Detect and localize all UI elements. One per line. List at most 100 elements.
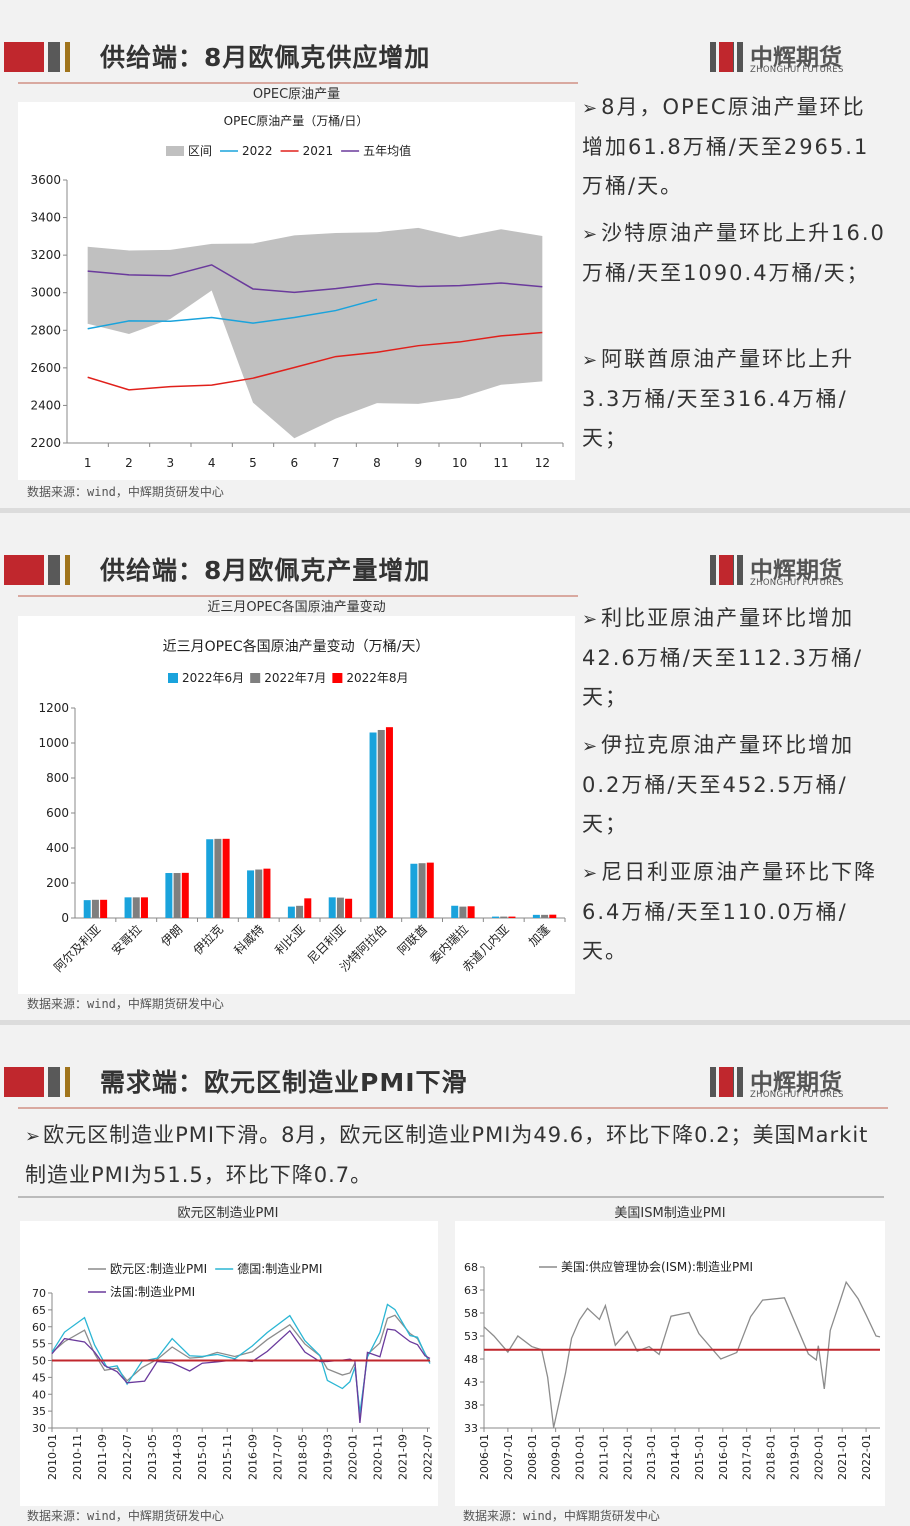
bar-安哥拉-2022年6月 — [124, 897, 132, 918]
logo-cn: 中辉期货 — [750, 1070, 842, 1096]
x-tick-label: 2 — [125, 456, 133, 470]
header-divider — [18, 1107, 888, 1109]
bullet-3: ➢尼日利亚原油产量环比下降6.4万桶/天至110.0万桶/天。 — [582, 853, 887, 971]
x-tick-label: 安哥拉 — [108, 922, 144, 958]
brand-logo: 中辉期货 ZHONGHUI FUTURES — [710, 1065, 870, 1101]
logo-icon — [710, 42, 744, 72]
x-tick-label: 2018-05 — [296, 1434, 309, 1480]
y-tick-label: 40 — [32, 1388, 46, 1401]
slide-title: 供给端：8月欧佩克供应增加 — [100, 43, 431, 72]
y-tick-label: 2400 — [30, 398, 61, 412]
bar-伊拉克-2022年8月 — [222, 838, 230, 918]
x-tick-label: 阿联酋 — [394, 922, 430, 958]
y-tick-label: 2600 — [30, 361, 61, 375]
y-tick-label: 1200 — [38, 701, 69, 715]
y-tick-label: 1000 — [38, 736, 69, 750]
legend-label: 法国:制造业PMI — [110, 1285, 195, 1299]
bar-科威特-2022年8月 — [263, 868, 271, 918]
series-line-美国:供应管理协会(ISM):制造业PMI — [483, 1280, 881, 1428]
bar-沙特阿拉伯-2022年7月 — [377, 729, 385, 918]
logo-cn: 中辉期货 — [750, 45, 842, 71]
y-tick-label: 50 — [32, 1355, 46, 1368]
y-tick-label: 45 — [32, 1371, 46, 1384]
bar-阿联酋-2022年8月 — [426, 862, 434, 918]
y-tick-label: 53 — [464, 1330, 478, 1343]
y-tick-label: 55 — [32, 1338, 46, 1351]
x-tick-label: 8 — [373, 456, 381, 470]
bar-沙特阿拉伯-2022年8月 — [385, 727, 393, 918]
series-line-五年均值 — [87, 264, 543, 294]
logo-cn: 中辉期货 — [750, 558, 842, 584]
bar-利比亚-2022年7月 — [296, 905, 304, 918]
y-tick-label: 3200 — [30, 248, 61, 262]
bar-阿联酋-2022年7月 — [418, 863, 426, 918]
y-tick-label: 38 — [464, 1399, 478, 1412]
x-tick-label: 2013-05 — [146, 1434, 159, 1480]
chart-area: 33 38 43 48 53 58 63 68 2006-01 2007-01 2008-01 200… — [455, 1221, 885, 1506]
x-tick-label: 2015-01 — [693, 1434, 706, 1480]
legend-label: 五年均值 — [363, 143, 411, 158]
bullet-1: ➢利比亚原油产量环比增加42.6万桶/天至112.3万桶/天； — [582, 599, 887, 717]
x-tick-label: 利比亚 — [272, 922, 307, 957]
range-band — [87, 227, 543, 439]
x-tick-label: 2019-01 — [788, 1434, 801, 1480]
series-line-法国:制造业PMI — [51, 1328, 431, 1424]
opec-country-bar-chart: 近三月OPEC各国原油产量变动（万桶/天） 0 200 400 600 800 1000 12… — [38, 639, 566, 975]
bar-阿联酋-2022年6月 — [410, 863, 418, 918]
x-tick-label: 2007-01 — [502, 1434, 515, 1480]
data-source: 数据来源：wind，中辉期货研发中心 — [27, 997, 224, 1011]
bullet-text: 利比亚原油产量环比增加42.6万桶/天至112.3万桶/天； — [582, 606, 864, 709]
x-tick-label: 2014-03 — [171, 1434, 184, 1480]
series-line-2021 — [87, 331, 543, 391]
opec-production-chart: OPEC原油产量（万桶/日）22002400260028003000320034… — [30, 113, 564, 470]
y-tick-label: 2800 — [30, 323, 61, 337]
series-line-欧元区:制造业PMI — [51, 1314, 431, 1417]
arrow-bullet-icon: ➢ — [582, 609, 600, 630]
x-tick-label: 5 — [249, 456, 257, 470]
x-tick-label: 2019-03 — [321, 1434, 334, 1480]
x-tick-label: 2021-09 — [396, 1434, 409, 1480]
legend-label: 2022年8月 — [346, 671, 408, 685]
x-tick-label: 9 — [415, 456, 423, 470]
x-tick-label: 2011-09 — [96, 1434, 109, 1480]
y-tick-label: 33 — [464, 1422, 478, 1435]
x-tick-label: 2009-01 — [550, 1434, 563, 1480]
bar-科威特-2022年6月 — [247, 870, 255, 918]
y-tick-label: 63 — [464, 1284, 478, 1297]
legend-label: 2021 — [303, 144, 334, 158]
chart-caption: OPEC原油产量 — [252, 87, 341, 102]
chart-area: 近三月OPEC各国原油产量变动（万桶/天） 0 200 400 600 800 1000 12… — [18, 616, 575, 994]
bar-科威特-2022年7月 — [255, 869, 263, 918]
chart-title: OPEC原油产量（万桶/日） — [224, 113, 369, 128]
x-tick-label: 2022-07 — [421, 1434, 434, 1480]
y-tick-label: 60 — [32, 1321, 46, 1334]
legend-label: 2022年6月 — [182, 671, 244, 685]
legend-label: 区间 — [188, 144, 212, 158]
arrow-bullet-icon: ➢ — [582, 350, 600, 371]
y-tick-label: 58 — [464, 1307, 478, 1320]
legend-label: 2022 — [242, 144, 273, 158]
y-tick-label: 65 — [32, 1304, 46, 1317]
bar-安哥拉-2022年7月 — [132, 897, 140, 918]
logo-en: ZHONGHUI FUTURES — [750, 65, 844, 75]
bar-加蓬-2022年7月 — [541, 914, 549, 918]
bullet-text: 阿联酋原油产量环比上升3.3万桶/天至316.4万桶/天； — [582, 347, 855, 450]
y-tick-label: 800 — [46, 771, 69, 785]
legend-label: 2022年7月 — [264, 671, 326, 685]
bar-尼日利亚-2022年8月 — [345, 898, 353, 918]
chart-caption-us: 美国ISM制造业PMI — [614, 1206, 726, 1221]
series-line-德国:制造业PMI — [51, 1303, 431, 1413]
slide-title: 供给端：8月欧佩克产量增加 — [100, 556, 431, 585]
bullet-1: ➢8月，OPEC原油产量环比增加61.8万桶/天至2965.1万桶/天。 — [582, 88, 887, 206]
chart-area: 30 35 40 45 50 55 60 65 70 2010-01 2010-11 2011-09 2… — [20, 1221, 438, 1506]
header-divider — [18, 82, 578, 84]
x-tick-label: 2008-01 — [526, 1434, 539, 1480]
brand-logo: 中辉期货 ZHONGHUI FUTURES — [710, 40, 870, 76]
bullet-text: 欧元区制造业PMI下滑。8月，欧元区制造业PMI为49.6，环比下降0.2；美国… — [25, 1123, 869, 1187]
x-tick-label: 2022-01 — [860, 1434, 873, 1480]
x-tick-label: 2013-01 — [645, 1434, 658, 1480]
bar-尼日利亚-2022年6月 — [328, 897, 336, 918]
bar-沙特阿拉伯-2022年6月 — [369, 732, 377, 918]
logo-en: ZHONGHUI FUTURES — [750, 578, 844, 588]
legend-label: 欧元区:制造业PMI — [110, 1262, 207, 1276]
